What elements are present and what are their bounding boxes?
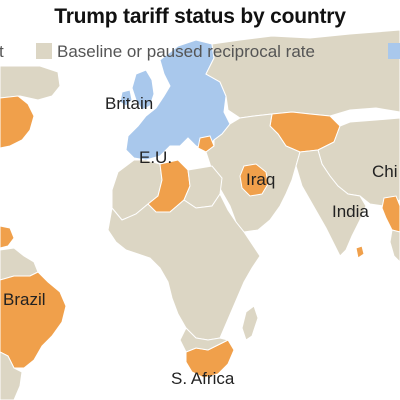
greenland (0, 65, 61, 101)
label-india: India (332, 202, 369, 221)
region-central-africa (107, 193, 261, 341)
region-britain (131, 69, 155, 111)
region-brazil (0, 271, 67, 369)
label-eu: E.U. (139, 148, 172, 167)
region-myanmar (381, 195, 400, 233)
legend-swatch-baseline (36, 43, 52, 59)
region-southern-africa (179, 327, 230, 353)
region-southern-cone (0, 351, 23, 400)
region-southeast-asia (389, 229, 400, 263)
label-south-africa: S. Africa (171, 369, 235, 388)
region-canada (0, 95, 35, 149)
region-iraq (239, 163, 269, 197)
region-ireland (119, 89, 133, 107)
region-madagascar (241, 305, 259, 341)
map-title: Trump tariff status by country (54, 5, 346, 28)
label-china: Chi (372, 162, 398, 181)
label-britain: Britain (105, 94, 153, 113)
legend: t Baseline or paused reciprocal rate (0, 40, 400, 66)
legend-label-orange: t (0, 42, 4, 61)
region-india (295, 149, 367, 257)
region-mexico (0, 225, 15, 249)
region-sri-lanka (355, 245, 365, 259)
legend-label-baseline: Baseline or paused reciprocal rate (57, 42, 315, 61)
label-iraq: Iraq (246, 170, 275, 189)
label-brazil: Brazil (3, 290, 46, 309)
legend-swatch-blue (388, 43, 400, 59)
